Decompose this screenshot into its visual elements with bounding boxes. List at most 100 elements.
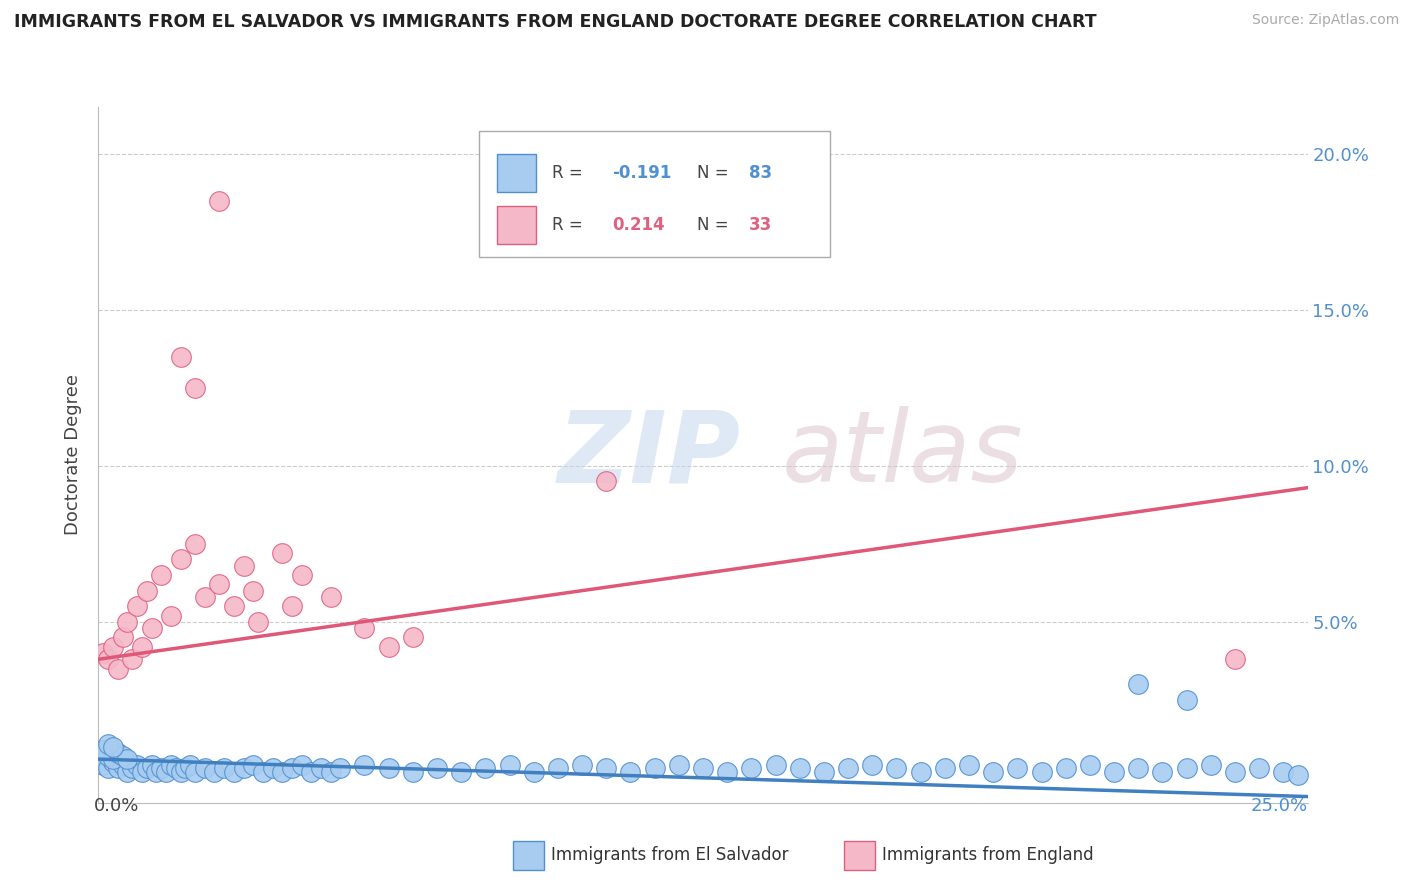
Point [319, 764, 342, 779]
Point [1175, 693, 1198, 707]
Point [692, 762, 714, 776]
Point [402, 764, 425, 779]
Point [1175, 762, 1198, 776]
Point [252, 764, 274, 779]
Point [765, 758, 787, 772]
Point [101, 739, 124, 754]
Point [222, 599, 245, 614]
Point [101, 752, 124, 766]
Point [281, 599, 304, 614]
Point [309, 762, 332, 776]
Point [271, 764, 294, 779]
Point [1223, 652, 1246, 666]
Point [97, 762, 120, 776]
Point [353, 758, 375, 772]
Text: ZIP: ZIP [558, 407, 741, 503]
Text: R =: R = [553, 164, 588, 182]
Y-axis label: Doctorate Degree: Doctorate Degree [65, 375, 83, 535]
Point [1272, 764, 1295, 779]
Point [141, 758, 163, 772]
FancyBboxPatch shape [498, 206, 536, 244]
Point [571, 758, 593, 772]
Point [174, 762, 197, 776]
Point [150, 568, 173, 582]
Point [169, 764, 191, 779]
Point [547, 762, 569, 776]
Point [107, 746, 129, 760]
FancyBboxPatch shape [498, 154, 536, 193]
Point [353, 621, 375, 635]
Point [886, 762, 908, 776]
Text: R =: R = [553, 217, 588, 235]
Point [121, 762, 143, 776]
Point [184, 381, 207, 395]
Point [329, 762, 352, 776]
Point [212, 762, 235, 776]
Text: N =: N = [697, 164, 734, 182]
Text: 0.214: 0.214 [613, 217, 665, 235]
Point [426, 762, 449, 776]
Point [981, 764, 1004, 779]
Point [160, 608, 183, 623]
Point [595, 475, 617, 489]
Point [377, 762, 399, 776]
Point [789, 762, 811, 776]
Point [117, 764, 139, 779]
Point [290, 568, 312, 582]
Text: N =: N = [697, 217, 734, 235]
Text: -0.191: -0.191 [613, 164, 672, 182]
Point [281, 762, 304, 776]
Point [135, 762, 157, 776]
Point [131, 640, 153, 654]
Point [1128, 762, 1150, 776]
Point [290, 758, 312, 772]
Point [319, 590, 342, 604]
Point [299, 764, 322, 779]
Point [127, 758, 149, 772]
Point [111, 631, 134, 645]
Point [1054, 762, 1077, 776]
Text: 83: 83 [749, 164, 772, 182]
Point [498, 758, 520, 772]
Point [271, 546, 294, 560]
Point [813, 764, 835, 779]
Point [1031, 764, 1053, 779]
Point [232, 762, 254, 776]
Point [595, 762, 617, 776]
Point [160, 758, 183, 772]
Point [135, 583, 157, 598]
Point [169, 350, 191, 364]
Point [155, 764, 177, 779]
Point [179, 758, 201, 772]
Point [262, 762, 284, 776]
Point [474, 762, 496, 776]
Point [111, 749, 134, 764]
FancyBboxPatch shape [479, 131, 830, 257]
Point [208, 577, 231, 591]
Point [957, 758, 980, 772]
Point [1128, 677, 1150, 691]
Point [111, 758, 134, 772]
Point [121, 652, 143, 666]
Point [716, 764, 738, 779]
Point [232, 558, 254, 573]
Point [1286, 768, 1309, 782]
Point [619, 764, 641, 779]
Text: 33: 33 [749, 217, 772, 235]
Point [1078, 758, 1101, 772]
Point [150, 762, 173, 776]
Point [117, 752, 139, 766]
Text: Immigrants from England: Immigrants from England [882, 847, 1094, 864]
Point [107, 662, 129, 676]
Point [204, 764, 226, 779]
Point [165, 762, 187, 776]
Point [910, 764, 932, 779]
Point [194, 590, 217, 604]
Point [450, 764, 472, 779]
Point [184, 537, 207, 551]
Point [194, 762, 217, 776]
Text: Immigrants from El Salvador: Immigrants from El Salvador [551, 847, 789, 864]
Point [644, 762, 666, 776]
Point [1152, 764, 1174, 779]
Point [222, 764, 245, 779]
